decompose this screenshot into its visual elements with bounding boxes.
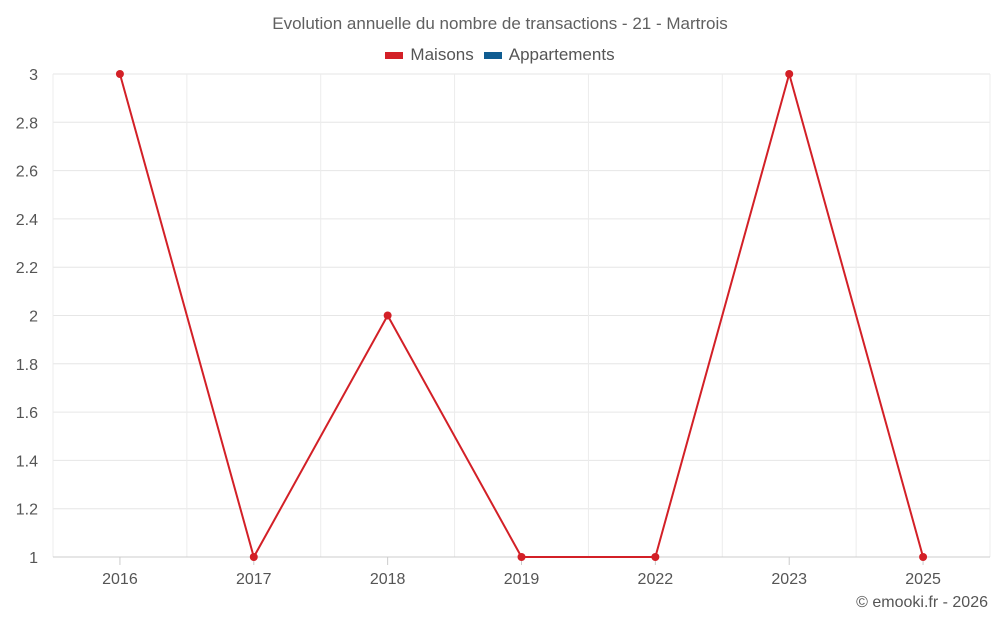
data-point-maisons xyxy=(651,553,660,561)
data-point-maisons xyxy=(249,553,258,561)
y-tick-label: 2.8 xyxy=(16,115,38,132)
y-tick-label: 2.4 xyxy=(16,212,38,229)
x-tick-label: 2016 xyxy=(102,571,138,588)
chart-legend: Maisons Appartements xyxy=(0,45,1000,65)
legend-swatch-maisons xyxy=(385,51,404,59)
x-tick-label: 2025 xyxy=(905,571,941,588)
legend-swatch-appartements xyxy=(483,51,502,59)
grid-layer xyxy=(52,73,991,558)
series-layer xyxy=(115,70,928,561)
x-tick-label: 2018 xyxy=(370,571,406,588)
y-tick-label: 1.4 xyxy=(16,453,38,470)
y-tick-label: 1.6 xyxy=(16,405,38,422)
x-tick-label: 2023 xyxy=(771,571,807,588)
chart-title: Evolution annuelle du nombre de transact… xyxy=(272,14,728,33)
x-tick-label: 2017 xyxy=(236,571,272,588)
data-point-maisons xyxy=(919,553,928,561)
y-tick-label: 1 xyxy=(29,550,38,567)
legend-item-maisons[interactable]: Maisons xyxy=(385,45,474,65)
legend-item-appartements[interactable]: Appartements xyxy=(483,45,615,65)
y-tick-label: 1.2 xyxy=(16,502,38,519)
y-tick-label: 2.2 xyxy=(16,260,38,277)
legend-label-appartements: Appartements xyxy=(508,45,615,64)
data-point-maisons xyxy=(517,553,526,561)
footer-credit: © emooki.fr - 2026 xyxy=(856,594,988,611)
legend-label-maisons: Maisons xyxy=(410,45,474,64)
y-tick-label: 3 xyxy=(29,67,38,84)
y-tick-label: 1.8 xyxy=(16,357,38,374)
x-tick-label: 2022 xyxy=(638,571,674,588)
data-point-maisons xyxy=(383,311,392,320)
y-tick-label: 2.6 xyxy=(16,164,38,181)
axis-layer: 1 1.2 1.4 1.6 1.8 2 2.2 2.4 2.6 2.8 3 2016 2017 2018 2… xyxy=(16,67,990,588)
data-point-maisons xyxy=(785,70,794,78)
y-tick-label: 2 xyxy=(29,309,38,326)
x-tick-label: 2019 xyxy=(504,571,540,588)
data-point-maisons xyxy=(115,70,124,78)
